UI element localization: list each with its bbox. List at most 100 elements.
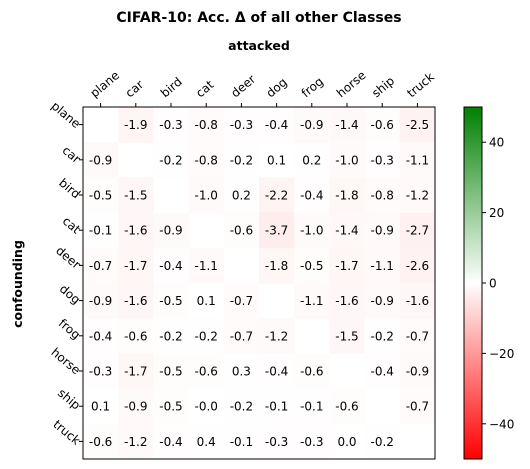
cell-value-label: -0.9 bbox=[89, 153, 112, 167]
cell-value-label: -1.4 bbox=[335, 224, 358, 238]
cell-value-label: -0.9 bbox=[370, 224, 393, 238]
cell-value-label: -0.3 bbox=[265, 435, 288, 449]
cell-value-label: -0.3 bbox=[370, 153, 393, 167]
cell-value-label: -0.3 bbox=[300, 435, 323, 449]
cell-value-label: -1.5 bbox=[124, 189, 147, 203]
cell-value-label: -1.1 bbox=[300, 294, 323, 308]
heatmap-cell bbox=[364, 142, 401, 178]
heatmap-cell bbox=[399, 212, 436, 249]
heatmap-cell bbox=[153, 247, 190, 284]
cell-value-label: -0.9 bbox=[300, 118, 323, 132]
heatmap-cell bbox=[364, 353, 401, 390]
heatmap-cell bbox=[399, 107, 436, 143]
cell-value-label: -1.7 bbox=[124, 365, 147, 379]
heatmap-cell bbox=[399, 283, 436, 319]
cell-value-label: -0.9 bbox=[370, 294, 393, 308]
cell-value-label: 0.1 bbox=[197, 294, 216, 308]
y-tick-label: dog bbox=[57, 282, 83, 307]
heatmap-cell bbox=[329, 107, 366, 143]
heatmap-cell bbox=[329, 423, 366, 460]
cell-value-label: -0.6 bbox=[230, 224, 253, 238]
heatmap-cell bbox=[364, 177, 401, 214]
heatmap-cell bbox=[223, 107, 260, 143]
heatmap-cell bbox=[399, 177, 436, 214]
heatmap-cell bbox=[259, 107, 295, 143]
y-tick-label: truck bbox=[50, 417, 83, 448]
heatmap-cell bbox=[329, 388, 366, 425]
heatmap-cell bbox=[294, 423, 330, 460]
cell-value-label: -0.1 bbox=[230, 435, 253, 449]
heatmap-cell bbox=[364, 318, 401, 354]
cell-value-label: -0.1 bbox=[265, 400, 288, 414]
y-tick-label: horse bbox=[48, 345, 83, 377]
heatmap-cell bbox=[259, 353, 295, 390]
cell-value-label: 0.3 bbox=[232, 365, 251, 379]
cell-value-label: -2.5 bbox=[406, 118, 429, 132]
y-tick-label: plane bbox=[49, 99, 84, 131]
x-tick-label: dog bbox=[264, 75, 290, 100]
cell-value-label: -0.5 bbox=[159, 294, 182, 308]
heatmap-cell bbox=[259, 388, 295, 425]
heatmap-cell bbox=[223, 353, 260, 390]
y-tick-label: cat bbox=[60, 214, 84, 237]
heatmap-cell bbox=[223, 212, 260, 249]
cell-value-label: -0.7 bbox=[230, 329, 253, 343]
cell-value-label: -1.0 bbox=[300, 224, 323, 238]
heatmap-cell bbox=[399, 353, 436, 390]
heatmap-cell bbox=[118, 423, 154, 460]
cell-value-label: -0.3 bbox=[159, 118, 182, 132]
heatmap-cell bbox=[83, 318, 119, 354]
heatmap-cell bbox=[188, 388, 225, 425]
cell-value-label: -0.6 bbox=[89, 435, 112, 449]
heatmap-cell bbox=[153, 212, 190, 249]
heatmap-cell bbox=[118, 107, 154, 143]
heatmap-cell bbox=[294, 107, 330, 143]
y-tick-label: ship bbox=[55, 386, 83, 413]
cell-value-label: -0.8 bbox=[194, 153, 217, 167]
heatmap-cell bbox=[188, 177, 225, 214]
heatmap-cell bbox=[83, 423, 119, 460]
cell-value-label: -1.1 bbox=[406, 153, 429, 167]
heatmap-cells bbox=[83, 107, 436, 460]
heatmap-cell bbox=[153, 318, 190, 354]
x-tick-label: cat bbox=[193, 77, 217, 100]
heatmap-cell bbox=[118, 283, 154, 319]
heatmap-cell bbox=[329, 212, 366, 249]
cell-value-label: -0.0 bbox=[194, 400, 217, 414]
x-tick-label: bird bbox=[158, 75, 185, 101]
cell-value-label: -0.1 bbox=[300, 400, 323, 414]
heatmap-cell bbox=[83, 142, 119, 178]
heatmap-cell bbox=[223, 283, 260, 319]
x-axis-label: attacked bbox=[228, 38, 290, 53]
cell-value-label: -0.4 bbox=[265, 365, 288, 379]
cell-value-label: -0.6 bbox=[194, 365, 217, 379]
heatmap-cell bbox=[153, 353, 190, 390]
heatmap-cell bbox=[294, 283, 330, 319]
heatmap-cell bbox=[118, 177, 154, 214]
cell-value-label: -0.2 bbox=[159, 153, 182, 167]
cell-value-label: -1.6 bbox=[406, 294, 429, 308]
cell-value-label: -1.0 bbox=[335, 153, 358, 167]
cell-value-label: -1.7 bbox=[335, 259, 358, 273]
cell-value-label: -1.8 bbox=[335, 189, 358, 203]
heatmap-cell bbox=[259, 142, 295, 178]
cell-value-label: -0.8 bbox=[194, 118, 217, 132]
heatmap-cell bbox=[188, 423, 225, 460]
colorbar-tick-label: −20 bbox=[489, 347, 514, 361]
heatmap-cell bbox=[223, 142, 260, 178]
y-tick-label: frog bbox=[56, 316, 83, 342]
x-tick-label: plane bbox=[88, 68, 123, 100]
colorbar-tick-label: −40 bbox=[489, 417, 514, 431]
heatmap-cell bbox=[153, 423, 190, 460]
cell-value-label: -0.6 bbox=[335, 400, 358, 414]
y-tick-label: car bbox=[60, 143, 84, 166]
heatmap-cell bbox=[223, 318, 260, 354]
cell-value-label: -0.6 bbox=[124, 329, 147, 343]
heatmap-cell bbox=[259, 423, 295, 460]
heatmap-cell bbox=[83, 388, 119, 425]
cell-value-label: -1.9 bbox=[124, 118, 147, 132]
colorbar-tick-label: 0 bbox=[489, 277, 497, 291]
cell-value-label: -0.2 bbox=[370, 329, 393, 343]
cell-value-label: -0.3 bbox=[230, 118, 253, 132]
heatmap-cell bbox=[83, 283, 119, 319]
